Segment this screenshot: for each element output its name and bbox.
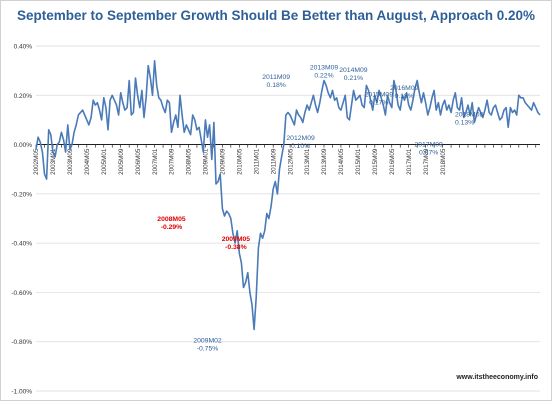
y-tick-label: -0.40% (11, 241, 32, 248)
x-tick-label: 2014M05 (338, 148, 345, 175)
annotation-label: 2018M08 (455, 112, 484, 119)
x-tick-label: 2015M01 (355, 148, 362, 175)
y-tick-label: -0.80% (11, 339, 32, 346)
annotation-value: 0.21% (344, 75, 363, 82)
x-tick-label: 2013M01 (304, 148, 311, 175)
annotation-label: 2012M09 (286, 135, 315, 142)
x-tick-label: 2002M05 (33, 148, 40, 175)
series-line (35, 59, 541, 331)
y-tick-label: -1.00% (11, 389, 32, 396)
annotation-label: 2013M09 (310, 64, 339, 71)
x-tick-label: 2007M01 (152, 148, 159, 175)
chart-title: September to September Growth Should Be … (16, 8, 536, 23)
x-tick-label: 2010M05 (236, 148, 243, 175)
x-tick-label: 2009M09 (220, 148, 227, 175)
x-tick-label: 2003M01 (50, 148, 57, 175)
x-axis: 2002M05 2003M01 2003M09 2004M05 2005M01 2005M… (33, 144, 537, 175)
annotation-value: 0.13% (455, 120, 474, 127)
annotation-value: 0.10% (291, 143, 310, 150)
x-tick-label: 2016M05 (389, 148, 396, 175)
x-tick-label: 2015M09 (372, 148, 379, 175)
annotation-value: 0.07% (419, 149, 438, 156)
annotation-label: 2011M09 (262, 74, 290, 81)
annotation-value: 0.18% (395, 93, 414, 100)
annotation-value: -0.38% (225, 244, 247, 251)
x-tick-label: 2004M05 (84, 148, 91, 175)
annotation-value: 0.22% (314, 72, 333, 79)
x-tick-label: 2018M05 (440, 148, 447, 175)
x-tick-label: 2006M05 (135, 148, 142, 175)
x-tick-label: 2005M01 (101, 148, 108, 175)
y-tick-label: -0.20% (11, 191, 32, 198)
x-tick-label: 2017M09 (423, 148, 430, 175)
gridlines (36, 45, 540, 392)
annotation-value: -0.29% (161, 224, 183, 231)
source-credit: www.itstheeconomy.info (456, 374, 538, 381)
y-tick-label: 0.40% (14, 44, 33, 51)
y-tick-label: 0.00% (14, 142, 33, 149)
annotation-label: 2015M09 (365, 92, 394, 99)
annotation-label: 2009M05 (222, 236, 251, 243)
series-layer (35, 59, 541, 331)
annotation-value: -0.75% (197, 345, 219, 352)
x-tick-label: 2011M09 (270, 148, 277, 174)
x-tick-label: 2009M01 (203, 148, 210, 175)
annotations-layer: 2008M05-0.29%2009M05-0.38%2009M02-0.75%2… (157, 64, 483, 352)
annotation-label: 2009M02 (193, 337, 222, 344)
annotation-value: 0.18% (267, 82, 286, 89)
annotation-label: 2017M09 (414, 141, 443, 148)
annotation-label: 2016M09 (390, 85, 419, 92)
x-tick-label: 2017M01 (406, 148, 413, 175)
x-tick-label: 2013M09 (321, 148, 328, 175)
annotation-value: 0.17% (369, 100, 388, 107)
x-tick-label: 2005M09 (118, 148, 125, 175)
x-tick-label: 2012M05 (287, 148, 294, 175)
annotation-label: 2014M09 (339, 67, 368, 74)
y-tick-label: 0.20% (14, 93, 33, 100)
x-tick-label: 2007M09 (169, 148, 176, 175)
annotation-label: 2008M05 (157, 216, 186, 223)
y-axis: 0.40% 0.20% 0.00% -0.20% -0.40% -0.60% -0.80% -… (11, 44, 32, 396)
x-tick-label: 2008M05 (186, 148, 193, 175)
y-tick-label: -0.60% (11, 290, 32, 297)
x-tick-label: 2011M01 (253, 148, 260, 174)
x-tick-label: 2003M09 (67, 148, 74, 175)
